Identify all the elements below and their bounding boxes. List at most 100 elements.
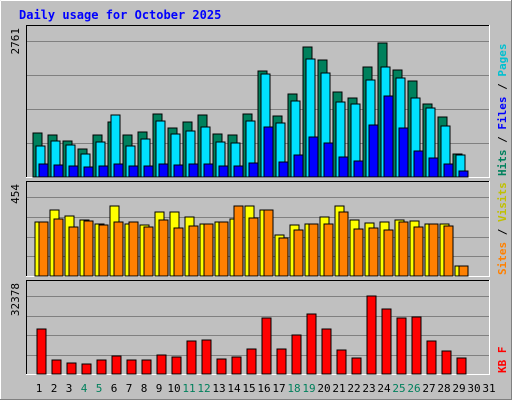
bar-sites-day-12 <box>203 223 214 277</box>
bar-kbytes-day-12 <box>201 339 212 375</box>
legend-item-hits: Hits <box>496 150 509 177</box>
x-tick-label-day-18: 18 <box>287 382 300 395</box>
x-tick-label-day-9: 9 <box>156 382 163 395</box>
x-tick-label-day-2: 2 <box>51 382 58 395</box>
bar-pages-day-28 <box>443 163 454 178</box>
bar-pages-day-17 <box>278 161 289 178</box>
bar-kbytes-day-15 <box>246 348 257 375</box>
bar-sites-day-6 <box>113 221 124 277</box>
bar-kbytes-day-5 <box>96 359 107 375</box>
x-tick-label-day-12: 12 <box>197 382 210 395</box>
x-tick-label-day-14: 14 <box>227 382 241 395</box>
y-max-label: 2761 <box>9 28 22 55</box>
x-tick-label-day-3: 3 <box>66 382 73 395</box>
bar-pages-day-16 <box>263 126 274 178</box>
bar-kbytes-day-1 <box>36 328 47 375</box>
x-tick-label-day-5: 5 <box>96 382 103 395</box>
y-max-label: 454 <box>9 184 22 204</box>
bar-pages-day-11 <box>188 163 199 178</box>
x-tick-label-day-21: 21 <box>332 382 345 395</box>
bar-sites-day-11 <box>188 225 199 277</box>
legend-item-kb-f: KB F <box>496 347 509 374</box>
legend-item-pages: Pages <box>496 44 509 77</box>
bar-sites-day-20 <box>323 223 334 277</box>
x-tick-label-day-22: 22 <box>347 382 360 395</box>
bar-pages-day-25 <box>398 127 409 178</box>
bar-pages-day-22 <box>353 160 364 178</box>
bar-kbytes-day-24 <box>381 308 392 375</box>
y-max-label: 32378 <box>9 283 22 316</box>
x-tick-label-day-8: 8 <box>141 382 148 395</box>
bar-sites-day-4 <box>83 220 94 277</box>
bar-pages-day-19 <box>308 136 319 178</box>
bar-sites-day-16 <box>263 209 274 277</box>
bar-pages-day-27 <box>428 157 439 178</box>
bar-pages-day-6 <box>113 163 124 178</box>
bar-kbytes-day-17 <box>276 348 287 375</box>
x-tick-label-day-27: 27 <box>422 382 435 395</box>
x-tick-label-day-24: 24 <box>377 382 391 395</box>
x-tick-label-day-4: 4 <box>81 382 88 395</box>
bar-sites-day-2 <box>53 218 64 277</box>
bar-sites-day-18 <box>293 229 304 277</box>
bar-sites-day-27 <box>428 223 439 277</box>
legend-separator: / <box>496 130 509 150</box>
x-tick-label-day-26: 26 <box>407 382 420 395</box>
bar-pages-day-8 <box>143 165 154 178</box>
bar-sites-day-13 <box>218 221 229 277</box>
bar-sites-day-29 <box>458 265 469 277</box>
bar-kbytes-day-7 <box>126 359 137 375</box>
bar-kbytes-day-14 <box>231 356 242 375</box>
panel-visits: 454 Sites / Visits <box>9 181 509 277</box>
legend-item-visits: Visits <box>496 182 509 222</box>
x-tick-label-day-31: 31 <box>482 382 495 395</box>
bar-pages-day-23 <box>368 124 379 178</box>
bar-pages-day-24 <box>383 95 394 178</box>
bar-sites-day-8 <box>143 226 154 277</box>
bar-kbytes-day-4 <box>81 363 92 375</box>
bar-sites-day-3 <box>68 226 79 277</box>
legend-kbytes: KB F <box>496 347 509 374</box>
x-tick-label-day-17: 17 <box>272 382 285 395</box>
bar-kbytes-day-16 <box>261 317 272 375</box>
x-tick-label-day-10: 10 <box>167 382 180 395</box>
bar-pages-day-2 <box>53 164 64 178</box>
bar-sites-day-26 <box>413 226 424 277</box>
x-tick-label-day-1: 1 <box>36 382 43 395</box>
bar-pages-day-15 <box>248 162 259 178</box>
bar-kbytes-day-6 <box>111 355 122 375</box>
bar-sites-day-5 <box>98 224 109 277</box>
x-tick-label-day-29: 29 <box>452 382 465 395</box>
bar-sites-day-1 <box>38 221 49 277</box>
bar-kbytes-day-26 <box>411 316 422 375</box>
bar-pages-day-9 <box>158 163 169 178</box>
bar-sites-day-15 <box>248 217 259 277</box>
chart-title: Daily usage for October 2025 <box>19 8 221 22</box>
bar-kbytes-day-3 <box>66 362 77 375</box>
bar-kbytes-day-9 <box>156 354 167 375</box>
x-axis-labels: 1 2 3 4 5 6 7 8 9 10 11 12 13 14 15 16 17 18 19 20 21 22 23 24 2… <box>36 382 496 395</box>
bar-sites-day-9 <box>158 219 169 277</box>
legend-item-files: Files <box>496 97 509 130</box>
legend-visits: Sites / Visits <box>496 182 509 275</box>
bar-sites-day-21 <box>338 211 349 277</box>
bar-pages-day-13 <box>218 165 229 178</box>
bar-pages-day-29 <box>458 170 469 178</box>
legend-hits: Hits / Files / Pages <box>496 44 509 177</box>
x-tick-label-day-6: 6 <box>111 382 118 395</box>
bar-pages-day-10 <box>173 164 184 178</box>
x-tick-label-day-16: 16 <box>257 382 270 395</box>
x-tick-label-day-7: 7 <box>126 382 133 395</box>
bar-kbytes-day-18 <box>291 334 302 375</box>
bar-pages-day-14 <box>233 165 244 178</box>
bar-pages-day-21 <box>338 156 349 178</box>
x-tick-label-day-13: 13 <box>212 382 225 395</box>
x-tick-label-day-19: 19 <box>302 382 315 395</box>
bar-pages-day-7 <box>128 165 139 178</box>
x-tick-label-day-23: 23 <box>362 382 375 395</box>
bar-kbytes-day-11 <box>186 340 197 375</box>
bar-sites-day-22 <box>353 228 364 277</box>
bar-sites-day-28 <box>443 225 454 277</box>
bar-kbytes-day-23 <box>366 295 377 375</box>
